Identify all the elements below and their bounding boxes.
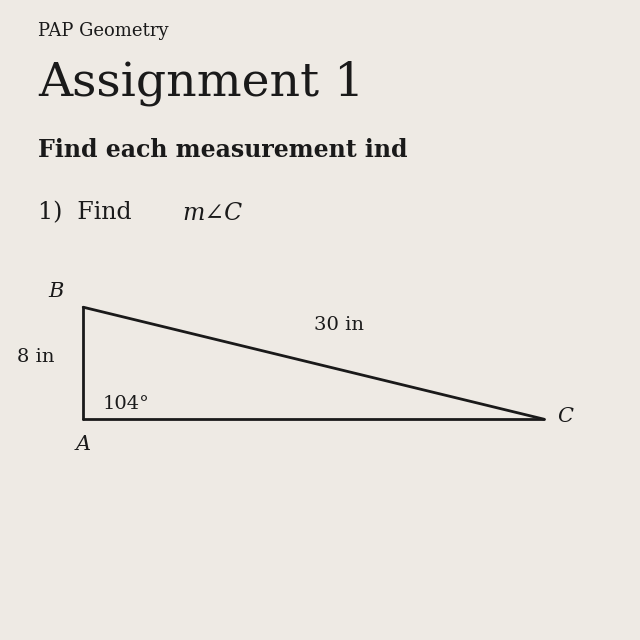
Text: A: A: [76, 435, 91, 454]
Text: 104°: 104°: [102, 395, 149, 413]
Text: B: B: [49, 282, 64, 301]
Text: 1)  Find: 1) Find: [38, 202, 140, 225]
Text: 8 in: 8 in: [17, 348, 54, 366]
Text: 30 in: 30 in: [314, 316, 364, 335]
Text: Find each measurement ind: Find each measurement ind: [38, 138, 408, 162]
Text: PAP Geometry: PAP Geometry: [38, 22, 169, 40]
Text: m∠C: m∠C: [182, 202, 243, 225]
Text: Assignment 1: Assignment 1: [38, 61, 365, 106]
Text: C: C: [557, 406, 573, 426]
